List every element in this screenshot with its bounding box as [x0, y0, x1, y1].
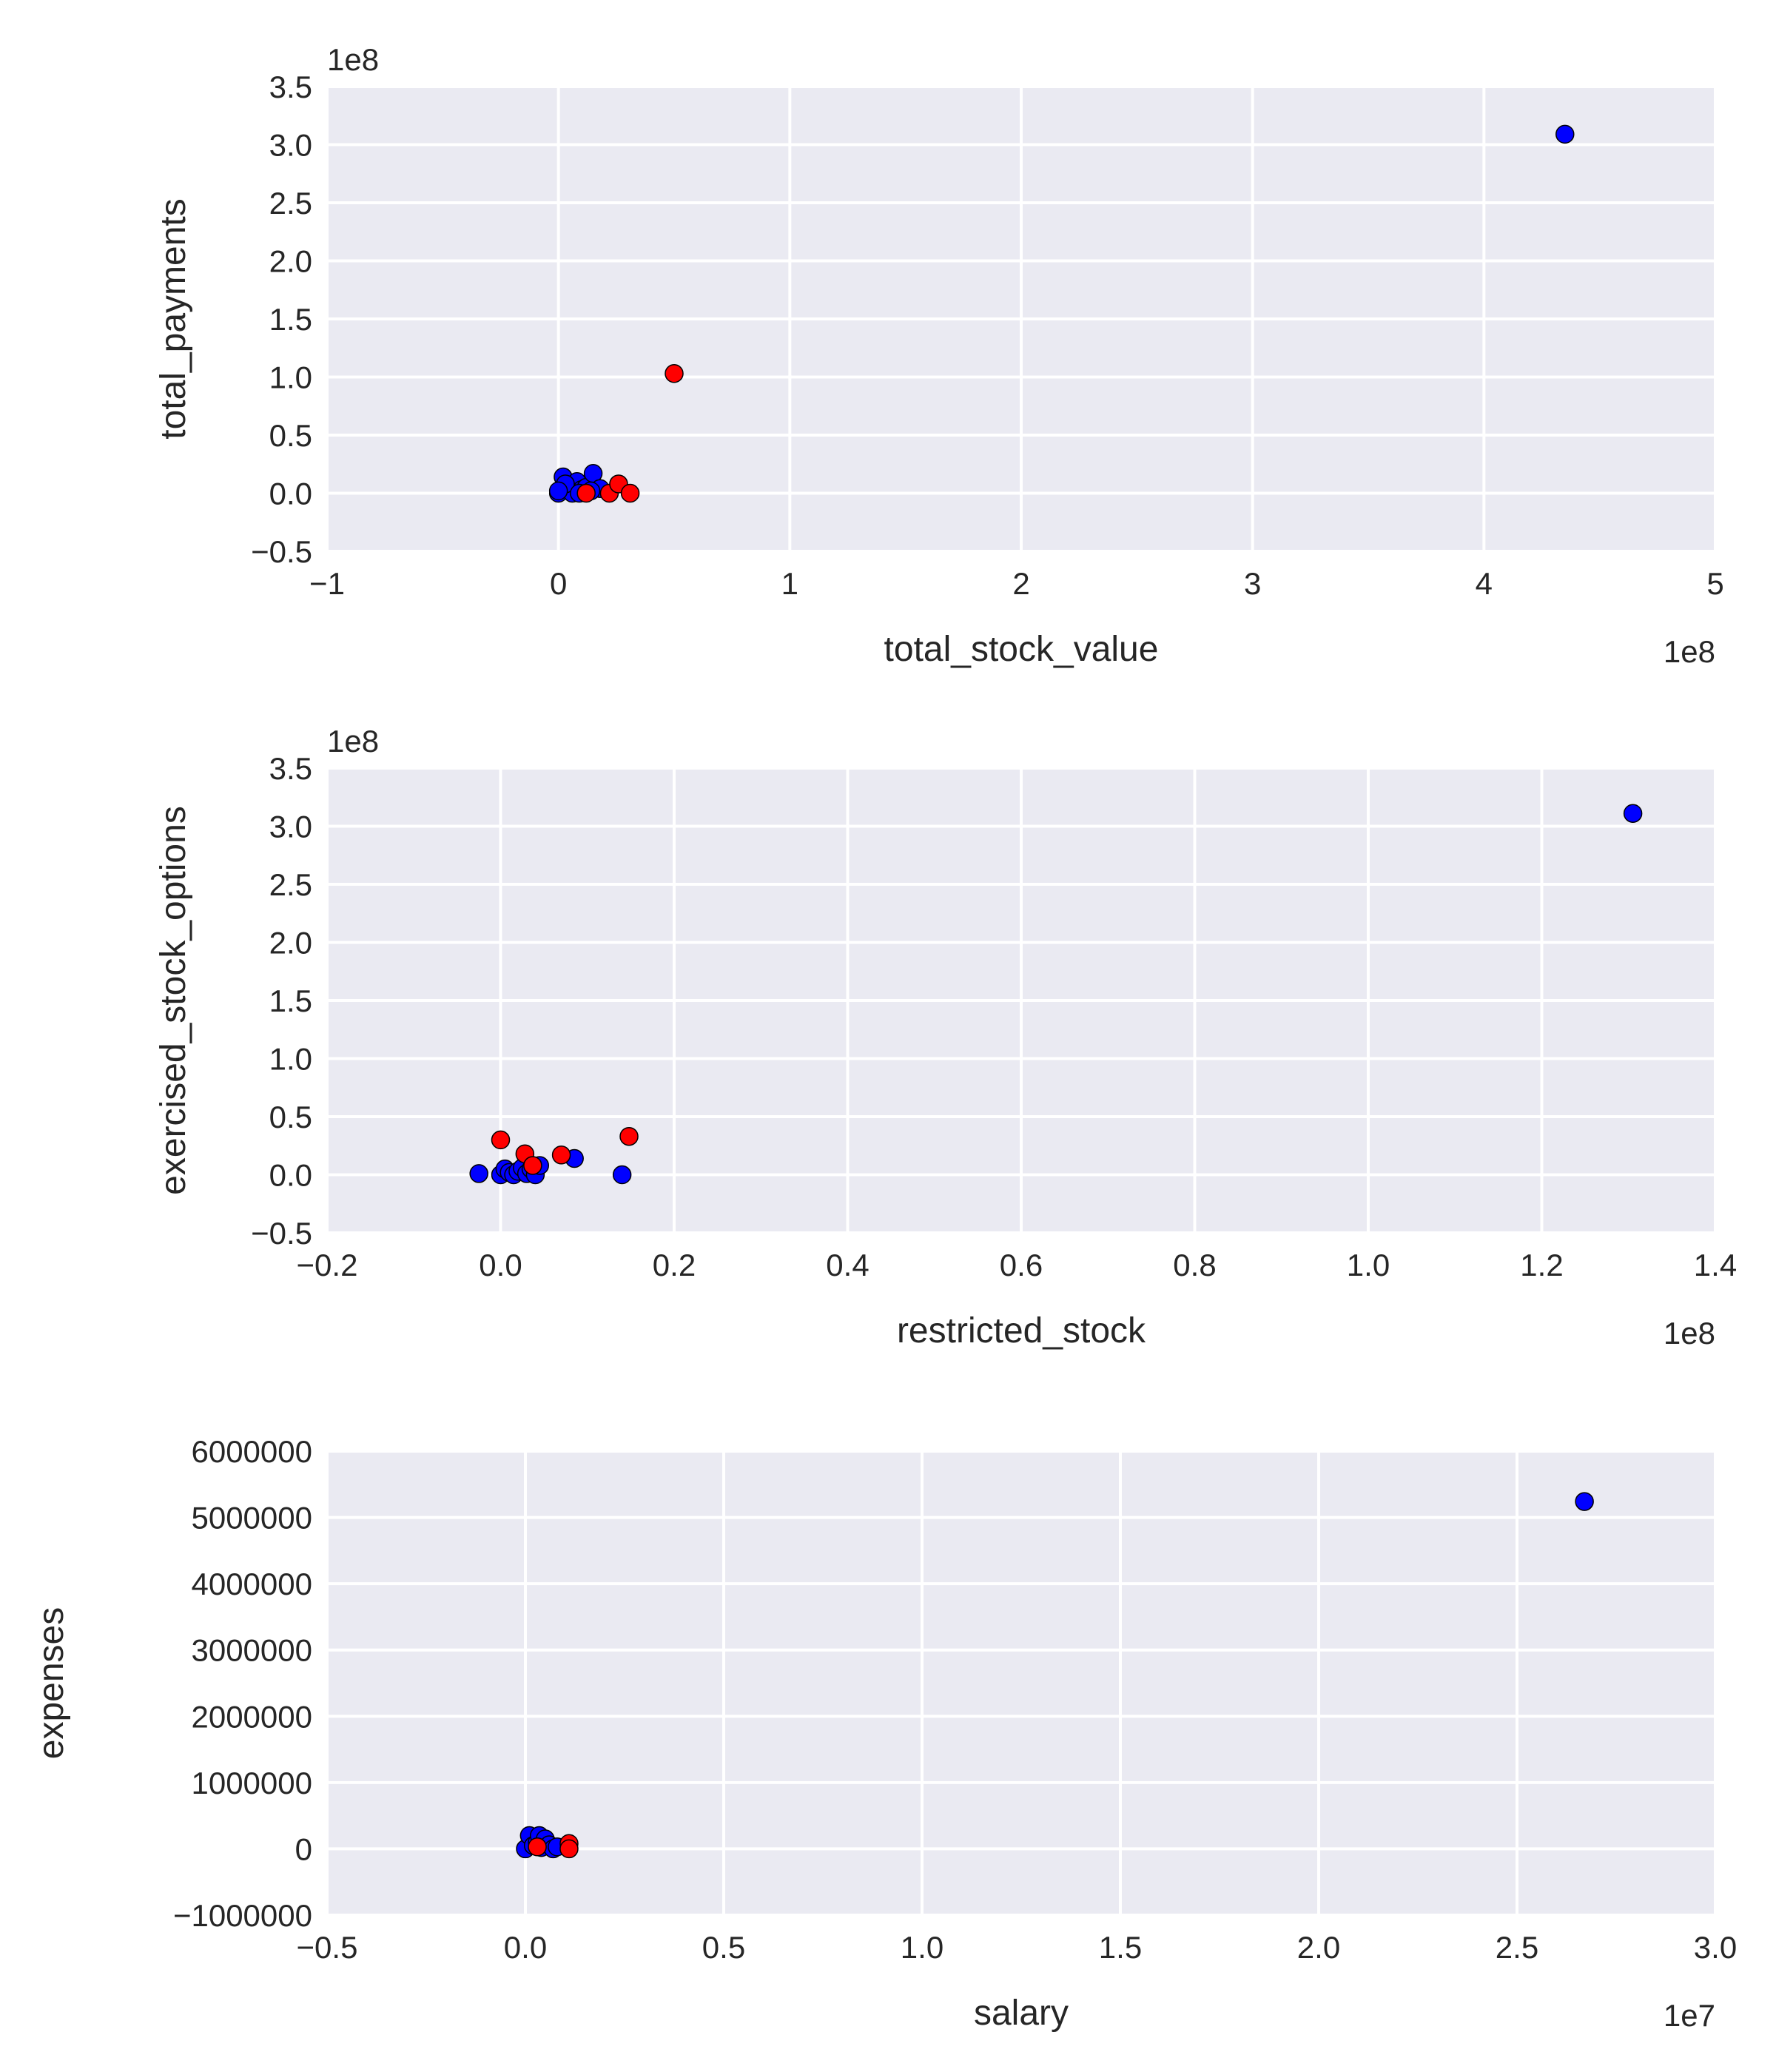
x-tick-label: 0.8: [1173, 1248, 1216, 1282]
data-point: [548, 481, 568, 501]
y-offset-label: 1e8: [327, 42, 379, 77]
y-offset-label: 1e8: [327, 724, 379, 758]
data-point: [1623, 804, 1643, 823]
y-tick-label: 4000000: [191, 1567, 312, 1601]
y-tick-label: −0.5: [251, 1216, 312, 1251]
x-tick-label: 0.0: [504, 1930, 547, 1965]
y-tick-label: 0.0: [269, 477, 312, 511]
x-tick-label: 2: [1012, 566, 1029, 601]
data-point: [491, 1130, 511, 1150]
x-tick-label: 1.4: [1694, 1248, 1737, 1282]
x-tick-label: 1.2: [1520, 1248, 1563, 1282]
x-tick-label: 2.5: [1496, 1930, 1538, 1965]
subplot-3: −0.5 0.0 0.5 1.0 1.5 2.0 2.5 3.0 −1000000 0 100000…: [32, 1434, 1737, 2033]
y-tick-label: 1000000: [191, 1766, 312, 1800]
y-tick-label: 3000000: [191, 1633, 312, 1668]
x-tick-label: 4: [1476, 566, 1493, 601]
x-tick-label: 1: [781, 566, 798, 601]
y-tick-label: 2.5: [269, 186, 312, 221]
y-tick-label: 2000000: [191, 1699, 312, 1734]
y-tick-label: 1.0: [269, 1042, 312, 1077]
x-offset-label: 1e8: [1664, 1316, 1715, 1350]
y-tick-label: 1.0: [269, 360, 312, 395]
data-point: [1555, 124, 1575, 144]
data-point: [528, 1837, 547, 1857]
data-point: [1575, 1492, 1594, 1511]
data-point: [620, 483, 640, 503]
data-point: [523, 1156, 542, 1175]
y-tick-label: 5000000: [191, 1501, 312, 1536]
y-tick-label: 0.5: [269, 1100, 312, 1134]
y-axis-label: exercised_stock_options: [154, 806, 193, 1195]
y-tick-label: 3.0: [269, 810, 312, 844]
x-offset-label: 1e8: [1664, 634, 1715, 669]
y-tick-label: 3.0: [269, 128, 312, 163]
data-point: [469, 1164, 488, 1183]
data-point: [559, 1839, 579, 1859]
data-point: [551, 1146, 571, 1165]
data-point: [612, 1165, 632, 1185]
x-tick-label: 0.6: [1000, 1248, 1043, 1282]
x-tick-label: 0: [550, 566, 567, 601]
x-tick-label: −0.5: [297, 1930, 358, 1965]
y-tick-label: 0: [295, 1832, 312, 1866]
x-tick-label: 0.2: [653, 1248, 696, 1282]
y-tick-label: 2.0: [269, 244, 312, 279]
data-point: [576, 483, 596, 503]
y-tick-label: 6000000: [191, 1434, 312, 1469]
x-tick-label: 0.0: [479, 1248, 522, 1282]
x-tick-label: 0.4: [826, 1248, 869, 1282]
data-point: [619, 1126, 639, 1146]
x-tick-label: 1.0: [901, 1930, 944, 1965]
y-tick-label: 1.5: [269, 302, 312, 337]
x-axis-label: restricted_stock: [897, 1311, 1146, 1350]
x-tick-label: −0.2: [297, 1248, 358, 1282]
subplot-2: −0.2 0.0 0.2 0.4 0.6 0.8 1.0 1.2 1.4 −0.5 0.0 0.5 1.…: [154, 724, 1737, 1350]
y-axis-label: expenses: [32, 1607, 71, 1759]
y-tick-label: 3.5: [269, 751, 312, 786]
x-tick-label: 3.0: [1694, 1930, 1737, 1965]
y-tick-label: 0.0: [269, 1158, 312, 1193]
x-axis-label: total_stock_value: [884, 630, 1159, 669]
y-tick-label: 2.0: [269, 926, 312, 961]
y-axis-label: total_payments: [154, 198, 193, 440]
subplot-1: −1 0 1 2 3 4 5 −0.5 0.0 0.5 1.0 1.5 2.0 2.5 3.0 3.5 tota…: [154, 42, 1724, 669]
y-tick-label: 3.5: [269, 70, 312, 104]
x-tick-label: 2.0: [1297, 1930, 1340, 1965]
x-tick-label: 0.5: [702, 1930, 745, 1965]
y-tick-label: 2.5: [269, 867, 312, 902]
data-point: [665, 364, 684, 383]
x-tick-label: −1: [309, 566, 345, 601]
x-tick-label: 3: [1244, 566, 1261, 601]
y-tick-label: −1000000: [173, 1898, 312, 1933]
x-axis-label: salary: [974, 1994, 1069, 2033]
y-tick-label: 1.5: [269, 983, 312, 1018]
x-tick-label: 5: [1706, 566, 1723, 601]
x-offset-label: 1e7: [1664, 1998, 1715, 2033]
x-tick-label: 1.0: [1347, 1248, 1390, 1282]
x-tick-label: 1.5: [1099, 1930, 1142, 1965]
y-tick-label: 0.5: [269, 418, 312, 453]
y-tick-label: −0.5: [251, 534, 312, 569]
